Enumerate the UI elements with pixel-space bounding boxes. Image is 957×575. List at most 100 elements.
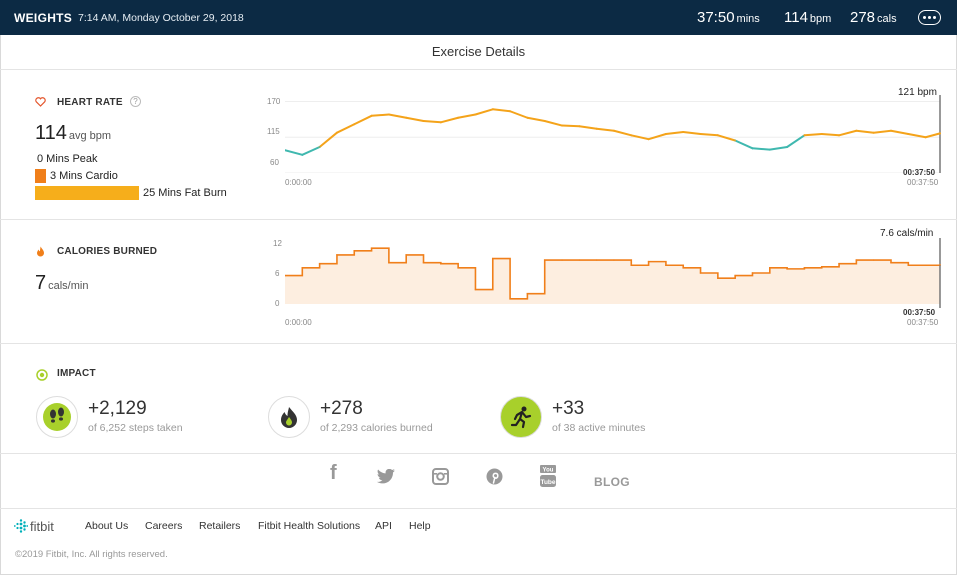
dot-icon (923, 16, 926, 19)
cal-data-point (526, 292, 529, 295)
hr-line-segment (595, 127, 615, 132)
cal-value: 278 (850, 9, 876, 26)
hr-line-segment (734, 139, 754, 150)
cal-data-point (872, 259, 875, 261)
steps-badge (36, 396, 78, 438)
target-icon (36, 369, 48, 381)
cal-data-point (301, 267, 304, 269)
hr-data-point (665, 133, 667, 135)
cal-data-point (699, 272, 702, 274)
hr-line-segment (612, 129, 633, 137)
heart-rate-section: HEART RATE ? 114 avg bpm 0 Mins Peak 3 Mi… (0, 70, 957, 220)
cal-data-point (786, 268, 788, 270)
calories-title: CALORIES BURNED (57, 246, 158, 257)
cal-data-point (939, 264, 941, 266)
fitbit-logo-icon[interactable] (14, 519, 28, 533)
cal-peak-label: 7.6 cals/min (880, 228, 934, 239)
social-links-row (0, 454, 957, 509)
hr-data-point (285, 149, 286, 152)
hr-line-segment (474, 108, 494, 116)
hr-line-segment (335, 123, 356, 134)
hr-data-point (924, 136, 927, 139)
blog-link[interactable]: BLOG (594, 475, 630, 489)
hr-data-point (318, 146, 321, 148)
hr-line-segment (301, 146, 321, 156)
hr-data-point (682, 131, 685, 133)
facebook-icon[interactable]: f (330, 462, 337, 484)
cal-data-point (907, 264, 910, 266)
hr-line-segment (768, 146, 789, 151)
cal-data-point (405, 254, 407, 256)
hr-line-segment (647, 133, 667, 141)
hr-line-segment (561, 124, 581, 128)
cal-data-point (803, 267, 806, 269)
hr-data-point (907, 133, 910, 135)
help-icon[interactable]: ? (130, 96, 141, 107)
hr-line-segment (526, 116, 546, 122)
cal-x-start: 0:00:00 (285, 318, 312, 327)
hr-data-point (786, 146, 788, 148)
footer-link-health-solutions[interactable]: Fitbit Health Solutions (258, 520, 361, 532)
footer-link-api[interactable]: API (375, 520, 392, 532)
pinterest-icon[interactable] (486, 468, 503, 485)
cal-data-point (285, 274, 286, 277)
page-title-bar: Exercise Details (0, 35, 957, 70)
hr-line-segment (353, 114, 373, 126)
cal-data-point (509, 298, 511, 300)
instagram-icon[interactable] (432, 468, 449, 485)
dot-icon (933, 16, 936, 19)
hr-x-end: 00:37:50 (907, 178, 939, 187)
cal-data-point (665, 264, 667, 266)
cal-data-point (855, 259, 858, 261)
cal-data-point (821, 266, 823, 268)
hr-data-point (543, 120, 546, 122)
hr-line-segment (907, 133, 927, 139)
calories-badge (268, 396, 310, 438)
cal-area-fill (285, 248, 940, 304)
hr-value: 114 (784, 9, 808, 26)
hr-data-point (769, 148, 771, 151)
hr-data-point (838, 134, 840, 137)
hr-data-point (301, 154, 304, 156)
twitter-icon[interactable] (377, 469, 396, 485)
footer-link-help[interactable]: Help (409, 520, 431, 532)
cal-unit: cals (877, 13, 897, 25)
hr-data-point (388, 113, 390, 116)
footer-link-retailers[interactable]: Retailers (199, 520, 241, 532)
cal-data-point (474, 288, 477, 291)
impact-section: IMPACT +2,129 of 6,252 steps taken +278 … (0, 344, 957, 454)
active-minutes-impact-value: +33 (552, 398, 585, 419)
hr-data-point (457, 116, 459, 119)
page-title: Exercise Details (431, 44, 526, 59)
zone-fatburn-bar (35, 186, 139, 200)
cal-data-point (647, 260, 650, 263)
hr-unit: bpm (809, 13, 832, 25)
zone-cardio-label: 3 Mins Cardio (50, 170, 118, 182)
hr-data-point (353, 123, 356, 126)
hr-line-segment (370, 113, 390, 117)
fitbit-brand[interactable]: fitbit (30, 519, 54, 534)
more-options-button[interactable] (918, 10, 941, 25)
calories-impact-total: of 2,293 calories burned (320, 422, 433, 434)
cal-data-point (544, 259, 546, 261)
youtube-icon[interactable]: You Tube (539, 465, 557, 488)
heart-rate-stat: 114 bpm (784, 9, 831, 26)
hr-line-segment (682, 131, 702, 135)
hr-data-point (699, 133, 702, 135)
footer-link-about[interactable]: About Us (85, 520, 129, 532)
hr-line-segment (803, 133, 823, 137)
hr-line-segment (405, 116, 425, 122)
hr-data-point (336, 131, 338, 134)
hr-y-tick: 170 (267, 97, 281, 106)
hr-line-segment (285, 149, 304, 156)
steps-impact-total: of 6,252 steps taken (88, 422, 183, 434)
hr-data-point (803, 134, 806, 137)
footer-link-careers[interactable]: Careers (145, 520, 183, 532)
hr-data-point (751, 147, 754, 150)
flame-icon (281, 407, 297, 428)
activity-datetime: 7:14 AM, Monday October 29, 2018 (78, 12, 244, 24)
cal-data-point (924, 264, 927, 266)
impact-title: IMPACT (57, 368, 96, 379)
hr-line-segment (630, 134, 650, 141)
copyright-notice: ©2019 Fitbit, Inc. All rights reserved. (15, 549, 168, 560)
